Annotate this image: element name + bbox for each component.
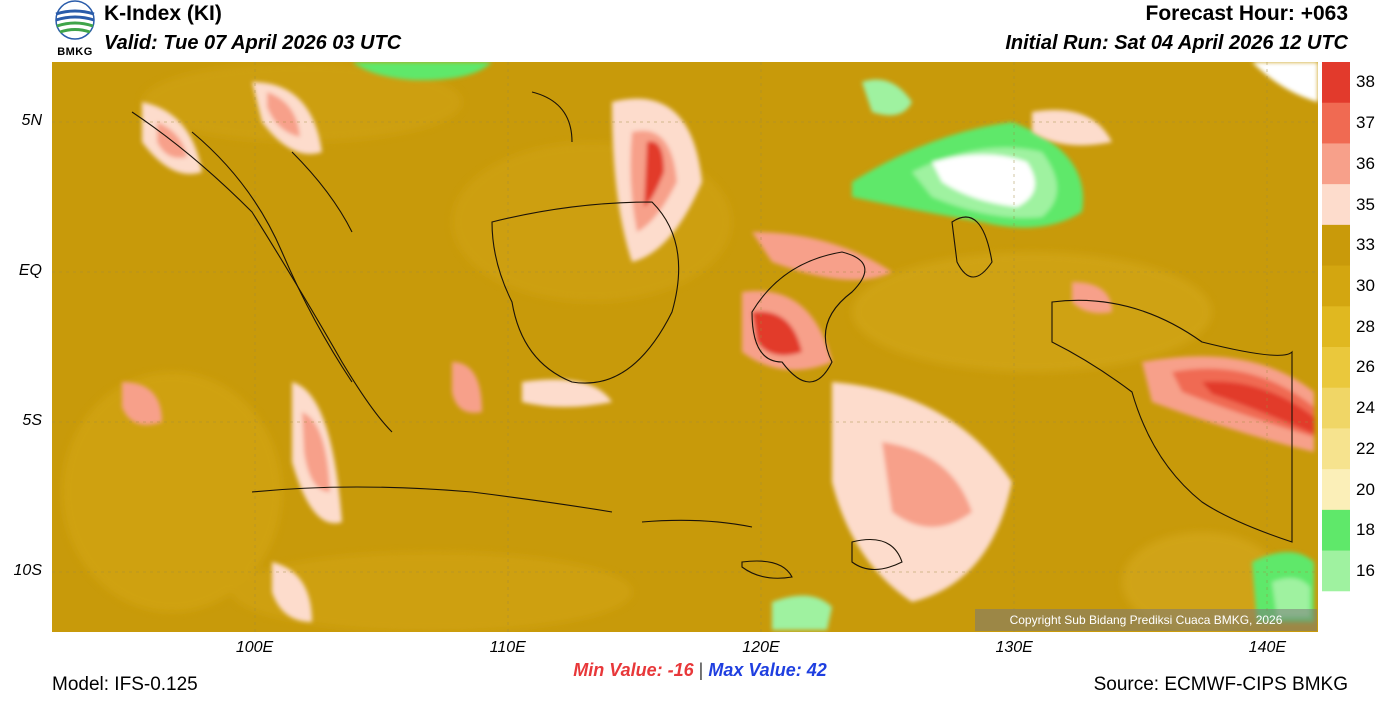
colorbar-swatch [1322,387,1350,429]
bmkg-logo [55,0,95,40]
initial-run: Initial Run: Sat 04 April 2026 12 UTC [1005,32,1348,54]
colorbar-swatch [1322,265,1350,307]
map-title: K-Index (KI) [104,2,222,25]
colorbar-swatch [1322,347,1350,389]
latitude-label: 10S [13,562,42,579]
valid-time: Valid: Tue 07 April 2026 03 UTC [104,32,402,54]
longitude-label: 100E [235,639,274,656]
colorbar-swatch [1322,184,1350,226]
colorbar-label: 16 [1356,560,1375,580]
colorbar-swatch [1322,306,1350,348]
low-index-areas [352,62,1318,630]
stats-separator: | [698,660,704,680]
colorbar-label: 26 [1356,357,1375,377]
colorbar-label: 22 [1356,438,1375,458]
colorbar-swatch [1322,428,1350,470]
colorbar-label: 38 [1356,72,1375,92]
colorbar-label: 30 [1356,275,1375,295]
model-name: Model: IFS-0.125 [52,674,198,695]
min-value: -16 [667,660,694,680]
colorbar-label: 35 [1356,194,1375,214]
longitude-label: 140E [1248,639,1287,656]
logo-text: BMKG [57,46,93,58]
colorbar-label: 18 [1356,520,1375,540]
longitude-label: 120E [742,639,780,656]
colorbar-label: 28 [1356,316,1375,336]
max-value: 42 [806,660,827,680]
min-label: Min Value: [573,660,663,680]
latitude-label: 5N [21,112,42,129]
colorbar-swatch [1322,143,1350,185]
colorbar-swatch [1322,550,1350,592]
colorbar-label: 20 [1356,479,1375,499]
colorbar-swatch [1322,591,1350,632]
colorbar-label: 37 [1356,113,1375,133]
colorbar-label: 36 [1356,153,1375,173]
coastlines [131,91,1293,579]
colorbar-label: 24 [1356,398,1375,418]
colorbar-swatch [1322,469,1350,511]
min-max-values: Min Value: -16 | Max Value: 42 [0,660,1400,681]
colorbar-swatch [1322,62,1350,104]
copyright-notice: Copyright Sub Bidang Prediksi Cuaca BMKG… [975,609,1317,631]
longitude-label: 130E [995,639,1033,656]
grid-lines [52,62,1318,632]
colorbar-label: 33 [1356,235,1375,255]
colorbar-swatch [1322,509,1350,552]
longitude-label: 110E [489,639,526,656]
colorbar [1322,62,1350,632]
colorbar-swatch [1322,224,1350,267]
colorbar-swatch [1322,102,1350,144]
high-index-areas [122,82,1314,622]
max-label: Max Value: [708,660,802,680]
latitude-label: 5S [22,412,42,429]
forecast-hour: Forecast Hour: +063 [1145,2,1349,25]
latitude-label: EQ [18,262,42,279]
k-index-map [52,62,1318,632]
data-source: Source: ECMWF-CIPS BMKG [1093,674,1348,695]
